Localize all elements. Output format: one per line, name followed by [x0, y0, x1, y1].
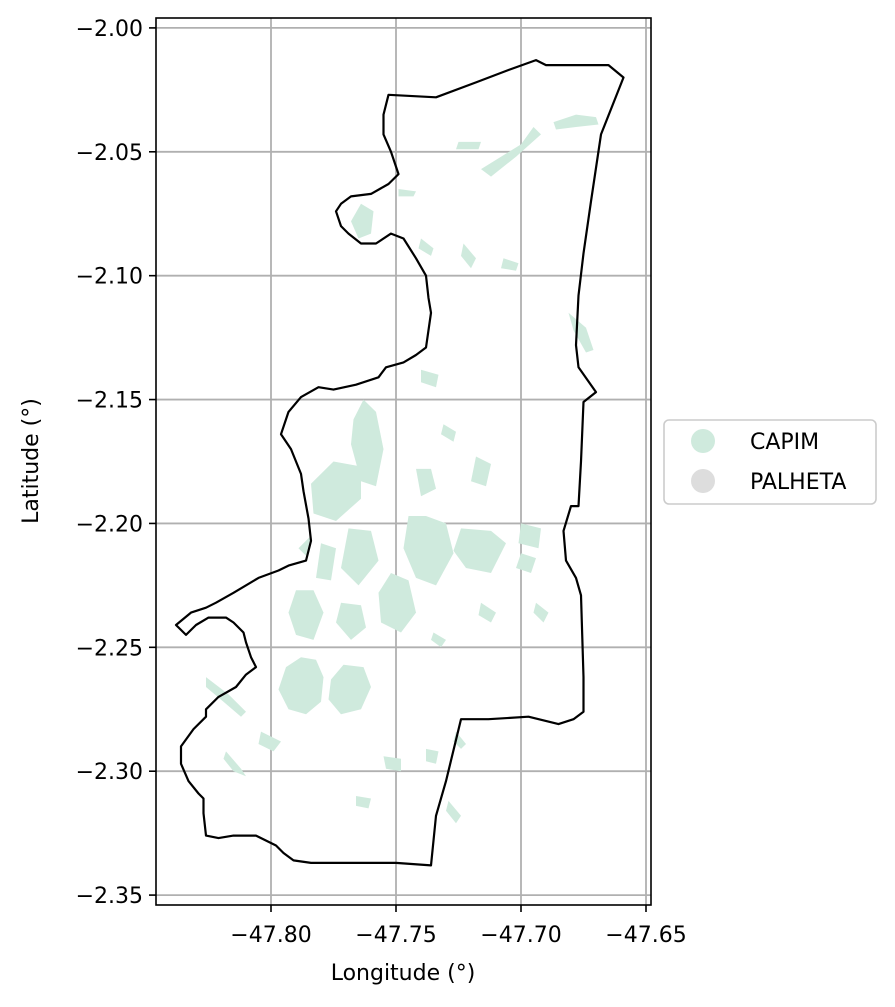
legend-box — [663, 419, 877, 505]
capim-patch — [298, 535, 311, 556]
legend-marker-capim — [691, 429, 715, 453]
capim-patch — [403, 516, 454, 586]
y-tick-label: −2.00 — [76, 17, 143, 42]
y-axis-label: Latitude (°) — [19, 398, 44, 524]
y-tick-label: −2.10 — [76, 265, 143, 290]
capim-patch — [378, 573, 416, 633]
legend-label-capim: CAPIM — [750, 430, 819, 455]
capim-patch — [278, 657, 324, 715]
capim-patch — [516, 553, 536, 573]
capim-patch — [481, 127, 541, 177]
capim-patch — [501, 258, 519, 271]
capim-patch — [351, 203, 374, 239]
capim-patch — [316, 543, 336, 581]
y-tick-label: −2.25 — [76, 636, 143, 661]
capim-patch — [351, 399, 384, 487]
x-tick-label: −47.65 — [605, 923, 686, 948]
y-tick-label: −2.15 — [76, 389, 143, 414]
capim-patch — [418, 238, 434, 256]
capim-patch — [456, 141, 481, 150]
capim-patch — [336, 602, 366, 640]
y-tick-label: −2.35 — [76, 884, 143, 909]
capim-patch — [471, 456, 491, 487]
capim-patch — [383, 756, 401, 772]
capim-patch — [356, 796, 371, 809]
capim-patch — [568, 312, 594, 353]
x-tick-label: −47.80 — [230, 923, 311, 948]
capim-patch — [258, 731, 281, 752]
capim-patch — [453, 528, 506, 573]
capim-patch — [553, 114, 599, 130]
capim-patches — [206, 114, 599, 824]
plot-frame — [155, 17, 652, 906]
y-tick-label: −2.20 — [76, 512, 143, 537]
capim-patch — [461, 243, 476, 269]
legend: CAPIM PALHETA — [663, 419, 877, 505]
y-tick-label: −2.05 — [76, 141, 143, 166]
capim-patch — [431, 632, 446, 648]
capim-patch — [311, 461, 361, 521]
capim-patch — [416, 468, 436, 497]
capim-patch — [446, 800, 461, 824]
x-tick-label: −47.70 — [480, 923, 561, 948]
x-axis-label: Longitude (°) — [331, 961, 476, 986]
capim-patch — [533, 602, 549, 623]
legend-label-palheta: PALHETA — [750, 470, 846, 495]
legend-marker-palheta — [691, 469, 715, 493]
capim-patch — [426, 748, 439, 764]
capim-patch — [223, 751, 246, 777]
grid-layer — [156, 18, 651, 905]
y-tick-label: −2.30 — [76, 760, 143, 785]
capim-patch — [421, 369, 439, 388]
capim-patch — [206, 677, 246, 717]
capim-patch — [288, 590, 324, 640]
x-tick-label: −47.75 — [355, 923, 436, 948]
capim-patch — [441, 424, 456, 442]
axis-ticks: −47.80 −47.75 −47.70 −47.65 −2.00 −2.05 −2.10 −… — [76, 17, 687, 948]
boundary-outline — [174, 59, 625, 867]
capim-patch — [341, 528, 379, 586]
capim-patch — [518, 523, 541, 549]
capim-patch — [328, 664, 371, 715]
capim-patch — [398, 189, 416, 197]
municipality-boundary — [174, 59, 625, 867]
capim-patch — [478, 602, 496, 623]
